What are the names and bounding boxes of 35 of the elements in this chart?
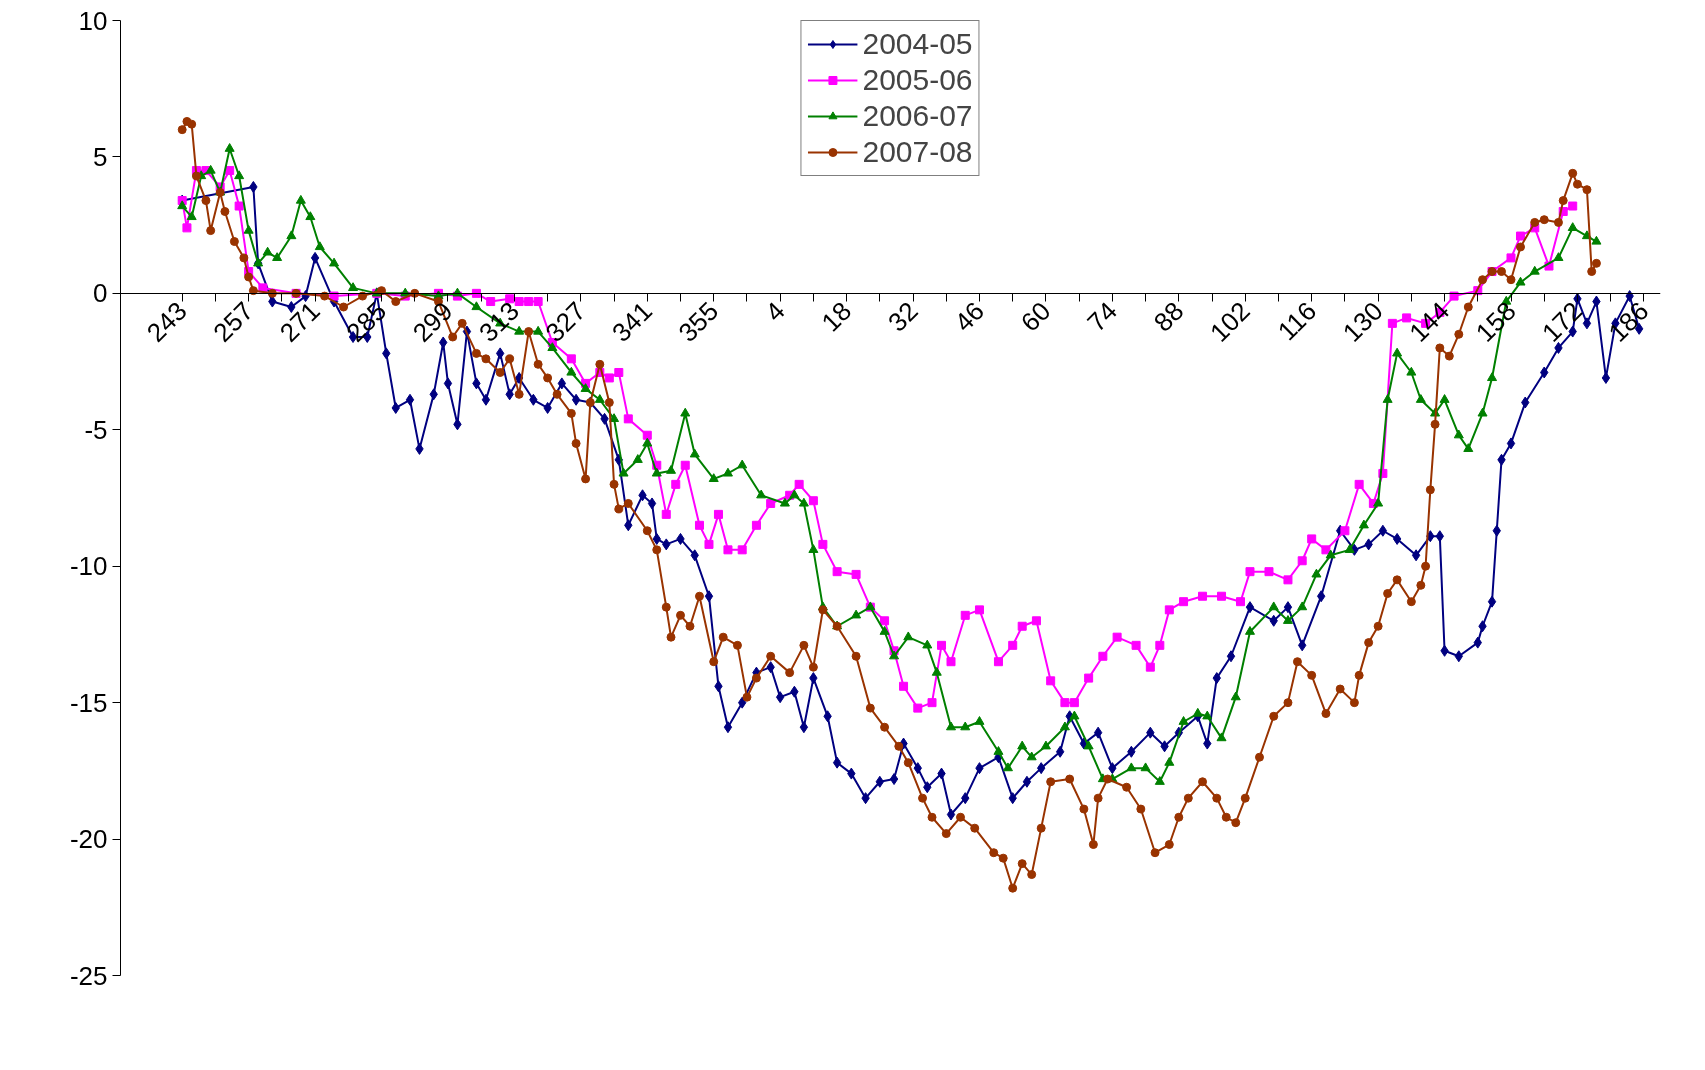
y-tick-label: 10 [78, 5, 108, 36]
legend-label: 2007-08 [862, 135, 973, 169]
x-tick-label: 299 [406, 295, 459, 348]
x-tick-label: 243 [140, 295, 193, 348]
x-tick-label: 116 [1271, 295, 1323, 347]
legend-label: 2006-07 [862, 99, 973, 133]
x-tick-label: 74 [1081, 295, 1123, 338]
x-tick-label: 102 [1203, 295, 1256, 348]
x-tick-label: 257 [207, 295, 260, 348]
x-tick-label: 144 [1403, 295, 1456, 348]
x-tick-label: 313 [473, 295, 526, 348]
x-tick-label: 88 [1147, 295, 1190, 338]
x-tick-label: 32 [881, 295, 924, 338]
x-tick-label: 355 [672, 295, 725, 348]
x-tick-label: 327 [539, 295, 592, 348]
y-tick-label: -25 [69, 960, 108, 991]
x-tick-label: 158 [1469, 295, 1522, 348]
y-tick-label: -10 [69, 551, 108, 582]
x-tick-label: 341 [606, 295, 658, 348]
y-tick-label: -20 [69, 824, 108, 855]
x-tick-label: 46 [948, 295, 991, 338]
x-tick-label: 186 [1602, 295, 1655, 348]
y-tick-label: 0 [93, 278, 108, 309]
x-tick-label: 4 [759, 295, 791, 328]
x-tick-label: 130 [1336, 295, 1389, 348]
y-tick-label: -15 [69, 687, 108, 718]
legend-label: 2005-06 [862, 63, 973, 97]
x-tick-label: 271 [273, 295, 326, 348]
x-tick-label: 285 [340, 295, 393, 348]
legend-label: 2004-05 [862, 27, 973, 61]
x-tick-label: 60 [1014, 295, 1057, 338]
x-tick-label: 18 [815, 295, 858, 338]
y-tick-label: -5 [84, 414, 108, 445]
y-tick-label: 5 [93, 141, 108, 172]
x-tick-label: 172 [1536, 295, 1589, 348]
